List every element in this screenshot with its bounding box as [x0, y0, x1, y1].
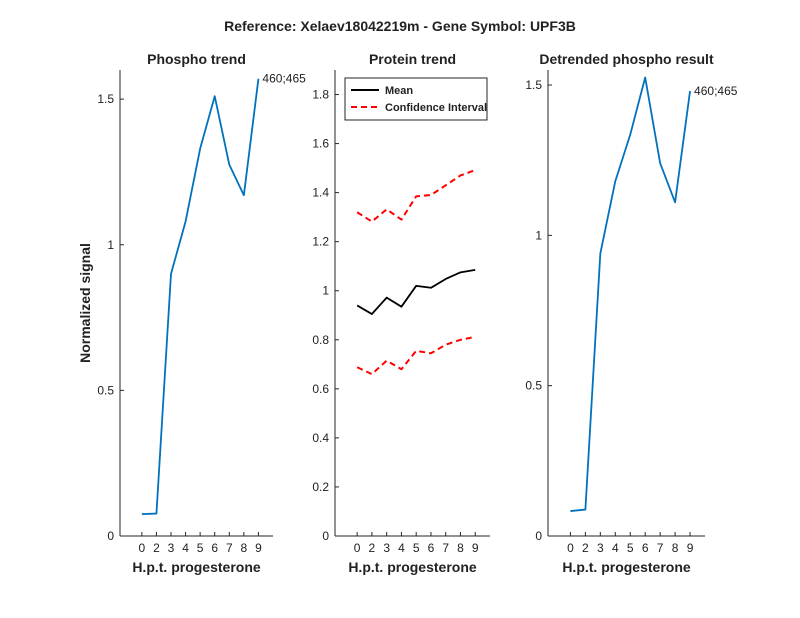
- x-tick-label: 5: [413, 541, 420, 555]
- x-tick-label: 7: [442, 541, 449, 555]
- y-tick-label: 0.8: [312, 333, 329, 347]
- figure-title: Reference: Xelaev18042219m - Gene Symbol…: [224, 18, 576, 34]
- x-tick-label: 3: [383, 541, 390, 555]
- x-tick-label: 3: [597, 541, 604, 555]
- chart-panel-2: Protein trend 0 0.2 0.4 0.6 0.8 1 1.2 1.4 1.6 1.8 0…: [312, 51, 490, 575]
- y-tick-label: 1.5: [525, 78, 542, 92]
- legend: Mean Confidence Interval: [344, 77, 488, 121]
- legend-box: [344, 77, 488, 121]
- series-line-3: [356, 335, 476, 376]
- legend-label: Mean: [385, 85, 413, 97]
- point-annotation: 460;465: [694, 84, 738, 98]
- x-tick-label: 6: [642, 541, 649, 555]
- y-tick-label: 1.5: [97, 92, 114, 106]
- x-tick-label: 5: [627, 541, 634, 555]
- x-tick-label: 4: [398, 541, 405, 555]
- y-tick-label: 0.4: [312, 431, 329, 445]
- y-axis-label: Normalized signal: [77, 243, 93, 363]
- x-tick-label: 0: [567, 541, 574, 555]
- y-tick-label: 0.2: [312, 480, 329, 494]
- y-tick-label: 1: [107, 238, 114, 252]
- x-tick-label: 8: [241, 541, 248, 555]
- x-tick-label: 8: [672, 541, 679, 555]
- y-tick-label: 0: [535, 529, 542, 543]
- y-tick-label: 1.8: [312, 88, 329, 102]
- y-tick-label: 0.5: [525, 379, 542, 393]
- y-tick-label: 1.6: [312, 137, 329, 151]
- x-tick-label: 6: [211, 541, 218, 555]
- series-line-2: [356, 169, 476, 223]
- series-line-1: [356, 269, 476, 315]
- y-tick-label: 0: [322, 529, 329, 543]
- y-tick-label: 0.6: [312, 382, 329, 396]
- y-tick-label: 1.2: [312, 235, 329, 249]
- x-tick-label: 4: [612, 541, 619, 555]
- x-tick-label: 2: [369, 541, 376, 555]
- series-line-1: [141, 78, 260, 516]
- y-tick-label: 1: [322, 284, 329, 298]
- series-line-1: [570, 76, 691, 512]
- x-axis-label: H.p.t. progesterone: [132, 559, 261, 575]
- x-tick-label: 8: [457, 541, 464, 555]
- y-tick-label: 1: [535, 228, 542, 242]
- x-tick-label: 2: [582, 541, 589, 555]
- panel-title: Phospho trend: [147, 51, 246, 67]
- x-tick-label: 6: [428, 541, 435, 555]
- x-axis-label: H.p.t. progesterone: [348, 559, 477, 575]
- x-tick-label: 4: [182, 541, 189, 555]
- x-tick-label: 5: [197, 541, 204, 555]
- x-tick-label: 7: [226, 541, 233, 555]
- x-tick-label: 9: [472, 541, 479, 555]
- x-tick-label: 7: [657, 541, 664, 555]
- y-tick-label: 0.5: [97, 383, 114, 397]
- y-tick-label: 0: [107, 529, 114, 543]
- legend-label: Confidence Interval: [385, 102, 487, 114]
- x-tick-label: 9: [687, 541, 694, 555]
- y-tick-label: 1.4: [312, 186, 329, 200]
- panel-title: Protein trend: [369, 51, 456, 67]
- x-axis-label: H.p.t. progesterone: [562, 559, 691, 575]
- x-tick-label: 0: [354, 541, 361, 555]
- x-tick-label: 0: [139, 541, 146, 555]
- x-tick-label: 2: [153, 541, 160, 555]
- panel-title: Detrended phospho result: [539, 51, 714, 67]
- x-tick-label: 3: [168, 541, 175, 555]
- point-annotation: 460;465: [262, 72, 306, 86]
- x-tick-label: 9: [255, 541, 262, 555]
